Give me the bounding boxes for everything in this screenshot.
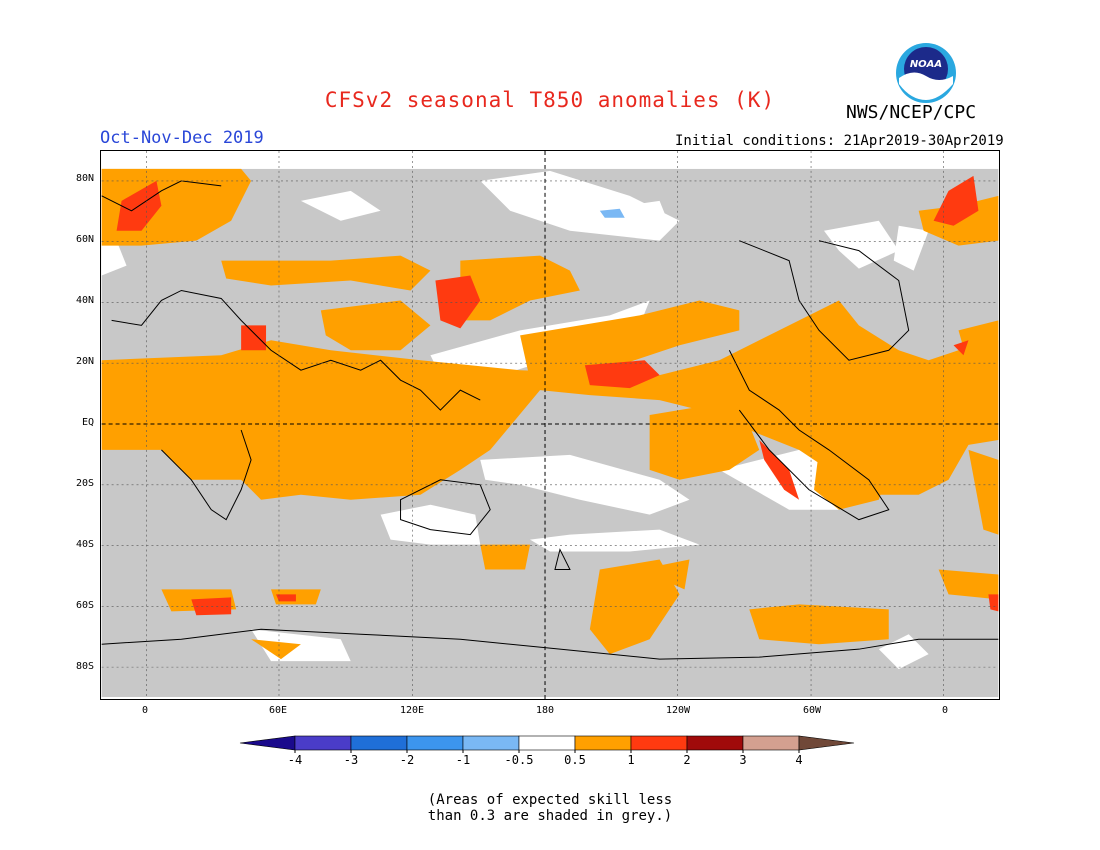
colorbar-arrow-left bbox=[239, 735, 296, 751]
lat-label: 40S bbox=[75, 539, 94, 550]
colorbar-box bbox=[294, 735, 352, 751]
colorbar-box bbox=[630, 735, 688, 751]
anomaly-map bbox=[100, 150, 1000, 700]
colorbar-label: 0.5 bbox=[564, 753, 586, 767]
colorbar-label: -0.5 bbox=[505, 753, 534, 767]
lat-label: EQ bbox=[81, 417, 94, 428]
lat-label: 60S bbox=[75, 600, 94, 611]
lat-label: 20S bbox=[75, 478, 94, 489]
skill-note-line2: than 0.3 are shaded in grey.) bbox=[427, 808, 673, 824]
colorbar-box bbox=[350, 735, 408, 751]
colorbar-box bbox=[574, 735, 632, 751]
lat-label: 60N bbox=[75, 234, 94, 245]
colorbar-label: 2 bbox=[683, 753, 690, 767]
colorbar: -4 -3 -2 -1 -0.5 0.5 1 2 3 4 bbox=[239, 735, 855, 767]
lon-label: 120E bbox=[399, 705, 425, 716]
lat-label: 80S bbox=[75, 661, 94, 672]
lat-label: 40N bbox=[75, 295, 94, 306]
colorbar-box bbox=[462, 735, 520, 751]
lon-label: 60W bbox=[802, 705, 822, 716]
logo-text: NOAA bbox=[910, 59, 942, 70]
colorbar-arrow-right bbox=[798, 735, 855, 751]
noaa-logo: NOAA bbox=[896, 43, 956, 103]
lon-label: 180 bbox=[535, 705, 555, 716]
colorbar-box bbox=[742, 735, 800, 751]
colorbar-box bbox=[686, 735, 744, 751]
grid-lines bbox=[101, 151, 999, 699]
colorbar-label: 1 bbox=[627, 753, 634, 767]
lon-label: 60E bbox=[268, 705, 288, 716]
agency-label: NWS/NCEP/CPC bbox=[846, 102, 977, 123]
lon-label: 0 bbox=[141, 705, 149, 716]
lon-label: 0 bbox=[941, 705, 949, 716]
colorbar-label: -2 bbox=[400, 753, 414, 767]
colorbar-label: -1 bbox=[456, 753, 470, 767]
lon-label: 120W bbox=[665, 705, 691, 716]
map-title: CFSv2 seasonal T850 anomalies (K) bbox=[324, 88, 776, 112]
colorbar-label: 3 bbox=[739, 753, 746, 767]
lat-label: 20N bbox=[75, 356, 94, 367]
lat-label: 80N bbox=[75, 173, 94, 184]
skill-note: (Areas of expected skill less than 0.3 a… bbox=[0, 792, 1100, 824]
colorbar-box bbox=[518, 735, 576, 751]
colorbar-label: -4 bbox=[288, 753, 302, 767]
colorbar-box bbox=[406, 735, 464, 751]
skill-note-line1: (Areas of expected skill less bbox=[427, 792, 673, 808]
colorbar-label: -3 bbox=[344, 753, 358, 767]
forecast-period: Oct-Nov-Dec 2019 bbox=[100, 128, 264, 148]
colorbar-label: 4 bbox=[795, 753, 802, 767]
initial-conditions: Initial conditions: 21Apr2019-30Apr2019 bbox=[675, 133, 1004, 149]
